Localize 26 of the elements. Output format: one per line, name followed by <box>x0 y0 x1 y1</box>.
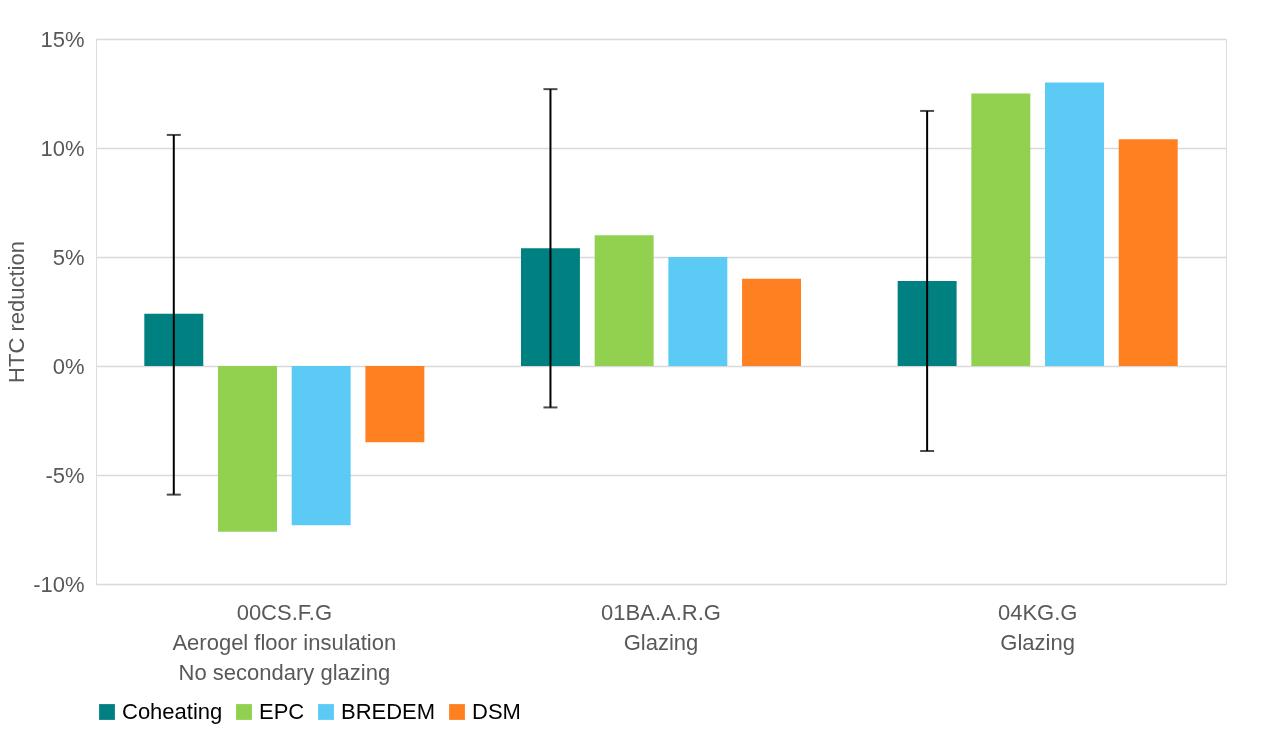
bar <box>1045 82 1104 366</box>
legend-label: BREDEM <box>341 699 436 724</box>
bar <box>1118 139 1178 366</box>
x-tick-label: 00CS.F.G Aerogel floor insulation No secondary glazing <box>172 599 397 685</box>
y-tick-label: 15% <box>40 26 85 52</box>
bar <box>218 366 277 532</box>
bar <box>742 278 802 366</box>
bar <box>291 366 351 526</box>
legend-label: Coheating <box>122 699 223 724</box>
y-axis-title: HTC reduction <box>4 241 30 383</box>
bar <box>520 248 580 366</box>
y-tick-label: -10% <box>33 571 85 597</box>
legend-label: EPC <box>259 699 305 724</box>
x-tick-label: 01BA.A.R.G Glazing <box>601 599 721 655</box>
bar <box>594 235 654 366</box>
y-tick-label: 5% <box>52 244 85 270</box>
y-tick-label: 0% <box>52 353 85 379</box>
bar <box>897 280 957 366</box>
x-tick-label: 04KG.G Glazing <box>997 599 1078 655</box>
bar <box>365 366 425 443</box>
bar <box>144 313 204 366</box>
y-tick-label: 10% <box>40 135 85 161</box>
bar <box>971 93 1031 366</box>
y-tick-label: -5% <box>45 462 85 488</box>
legend-label: DSM <box>472 699 521 724</box>
bar <box>668 257 728 366</box>
